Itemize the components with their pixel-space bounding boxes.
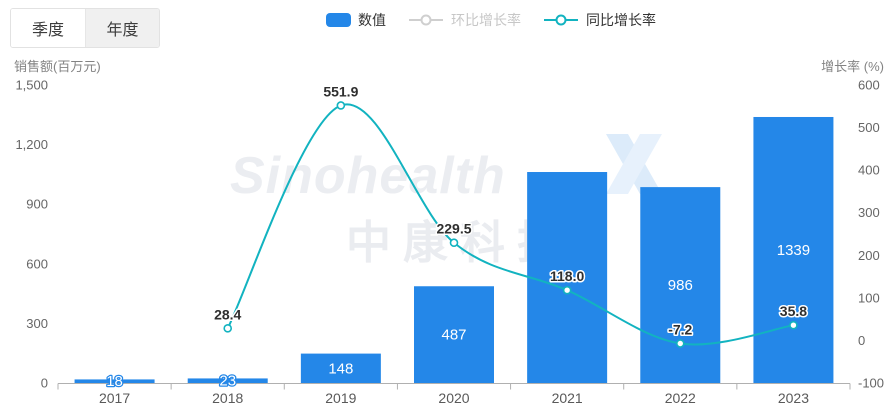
yoy-label-2018: 28.4 [214,306,241,322]
yoy-point-2020[interactable] [449,238,459,248]
bar-label-2018: 23 [219,373,236,390]
left-tick-label-900: 900 [26,197,48,212]
right-tick-label-500: 500 [858,120,880,135]
bar-label-2023: 1339 [777,242,810,259]
yoy-label-2023: 35.8 [780,303,807,319]
bar-2021[interactable] [527,172,608,383]
left-tick-label-1500: 1,500 [15,78,48,93]
yoy-point-2021[interactable] [562,285,572,295]
yoy-point-2023[interactable] [789,320,798,330]
legend-item-mom-growth[interactable]: 环比增长率 [408,10,521,30]
left-tick-label-600: 600 [26,256,48,271]
x-label-2017: 2017 [99,390,130,406]
yoy-point-2019[interactable] [336,101,346,110]
left-tick-label-1200: 1,200 [15,137,48,152]
right-tick-label-600: 600 [858,78,880,93]
yoy-point-2018[interactable] [223,324,233,333]
line-circle-marker-teal-icon [544,14,578,26]
left-tick-label-0: 0 [41,376,48,391]
legend-label-mom-growth: 环比增长率 [451,12,521,28]
right-tick-label-400: 400 [858,163,880,178]
right-tick-label-100: 100 [858,290,880,305]
right-axis-title: 增长率 (%) [821,59,884,74]
bar-label-2019: 148 [328,360,353,377]
x-label-2022: 2022 [665,390,696,406]
tab-quarter[interactable]: 季度 [11,9,85,47]
bar-2019[interactable] [300,353,381,383]
bar-2018[interactable] [187,378,268,383]
x-label-2019: 2019 [325,390,356,406]
legend: 数值 环比增长率 同比增长率 [326,10,656,30]
left-tick-label-300: 300 [26,316,48,331]
yoy-label-2019: 551.9 [323,83,358,99]
right-tick-label--100: -100 [858,376,884,391]
yoy-label-2022: -7.2 [668,321,692,337]
bar-label-2017: 18 [106,373,123,390]
period-tabs: 季度 年度 [10,8,160,48]
yoy-point-2022[interactable] [675,339,685,348]
yoy-label-2021: 118.0 [550,268,584,284]
tab-year[interactable]: 年度 [85,9,159,47]
legend-item-values[interactable]: 数值 [326,10,386,30]
x-label-2018: 2018 [212,390,243,406]
bar-label-2022: 986 [668,277,693,294]
yoy-label-2020: 229.5 [436,221,471,237]
legend-item-yoy-growth[interactable]: 同比增长率 [543,10,656,30]
legend-label-values: 数值 [358,12,386,28]
left-axis-title: 销售额(百万元) [14,59,101,74]
legend-label-yoy-growth: 同比增长率 [586,12,656,28]
right-tick-label-300: 300 [858,205,880,220]
bar-2022[interactable] [640,187,721,383]
bar-2023[interactable] [753,116,834,383]
right-tick-label-0: 0 [858,333,865,348]
bar-series-swatch-icon [326,13,351,27]
x-label-2023: 2023 [778,390,809,406]
bar-2020[interactable] [414,286,494,383]
line-circle-marker-gray-icon [409,14,443,26]
x-label-2020: 2020 [438,390,469,406]
right-tick-label-200: 200 [858,248,880,263]
bar-2017[interactable] [74,379,155,383]
bar-label-2020: 487 [441,327,466,344]
x-label-2021: 2021 [552,390,583,406]
